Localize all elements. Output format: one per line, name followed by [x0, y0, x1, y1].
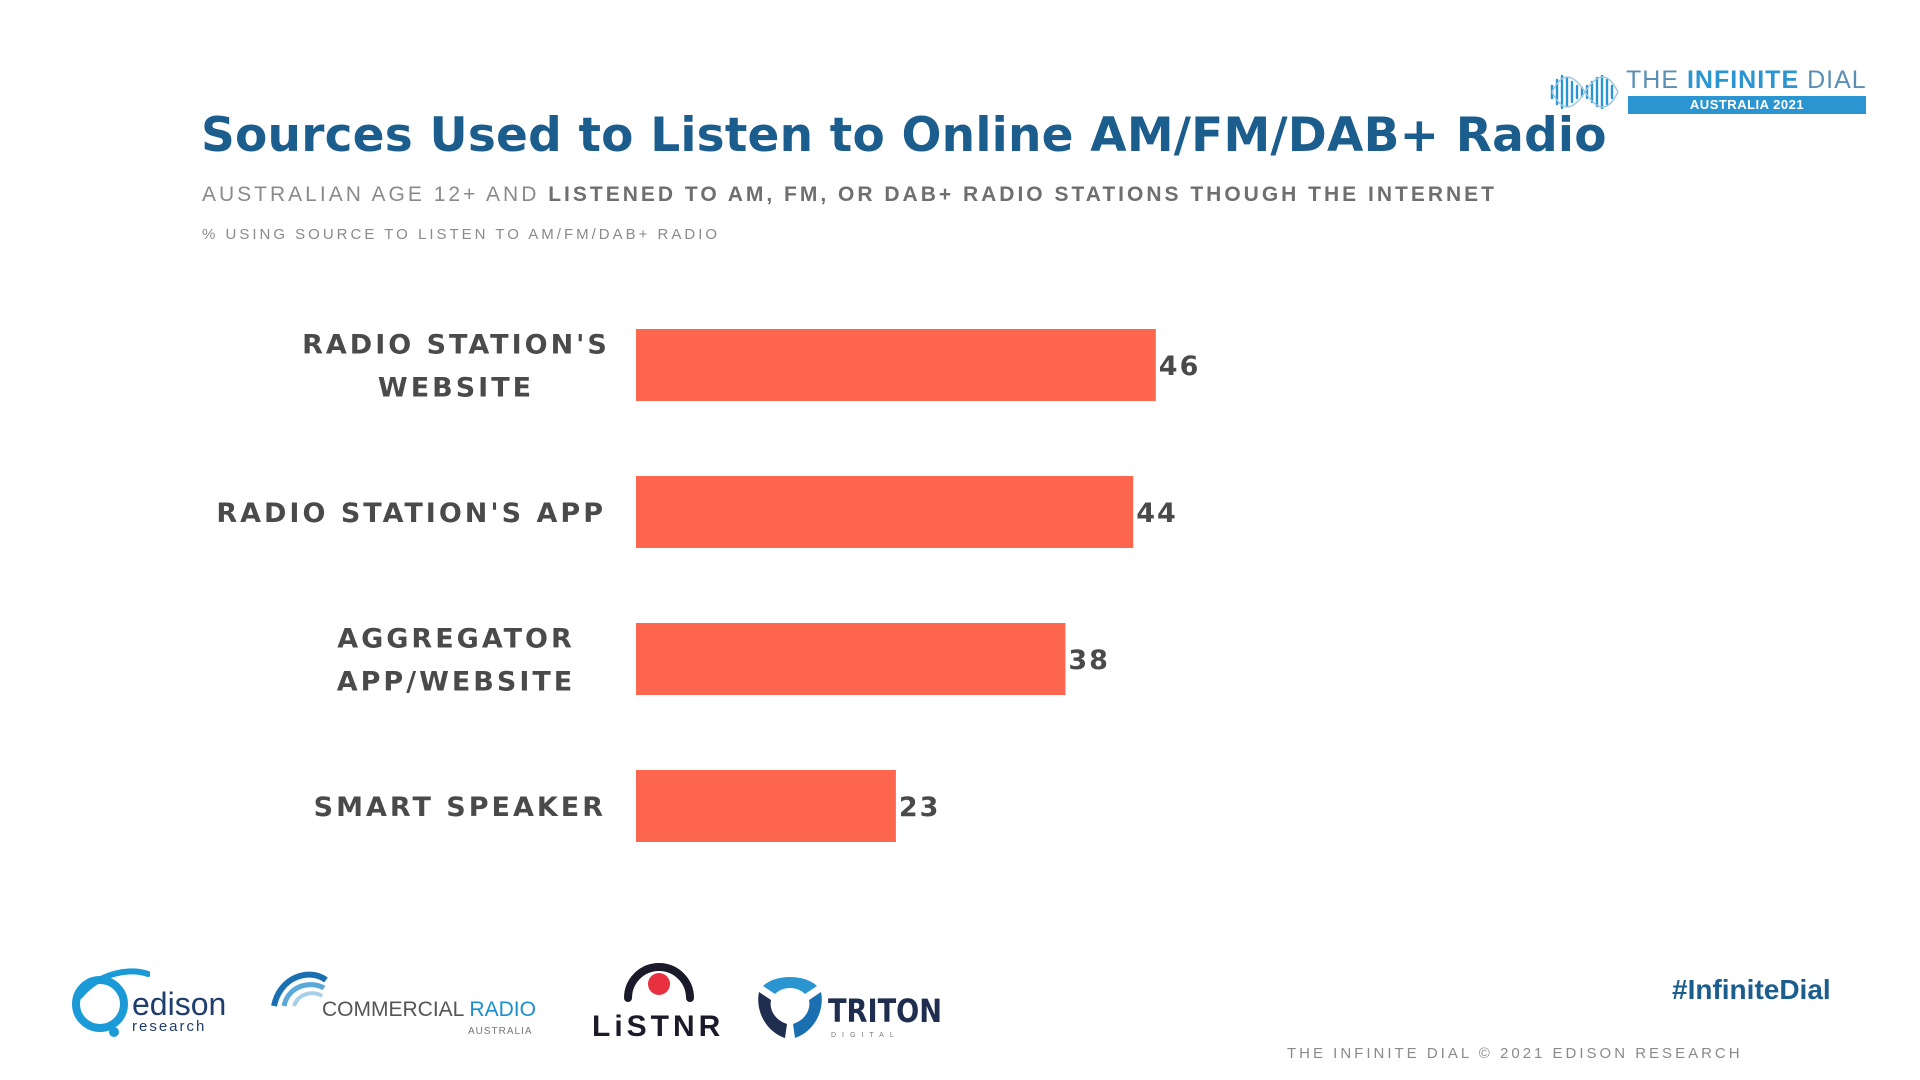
page-title: Sources Used to Listen to Online AM/FM/D… [201, 108, 1607, 163]
edison-swoosh-icon [72, 968, 150, 1037]
infinite-dial-logo: THE INFINITE DIAL AUSTRALIA 2021 [1548, 66, 1878, 118]
brand-infinite: INFINITE [1686, 66, 1800, 94]
commercial-radio-logo: COMMERCIAL RADIO AUSTRALIA [270, 962, 550, 1042]
listnr-wordmark: LiSTNR [592, 1010, 725, 1043]
listnr-logo: LiSTNR [592, 948, 732, 1048]
bar-1 [636, 329, 1156, 401]
category-label-2: RADIO STATION'S APP [216, 498, 606, 529]
brand-dial: DIAL [1799, 66, 1867, 94]
chart-note: % USING SOURCE TO LISTEN TO AM/FM/DAB+ R… [202, 226, 721, 243]
brand-edition: AUSTRALIA 2021 [1628, 96, 1866, 114]
category-label-line: APP/WEBSITE [337, 667, 576, 698]
edison-wordmark: edison [132, 986, 227, 1022]
brand-the: THE [1626, 66, 1687, 94]
bar-series: 46 RADIO STATION'S WEBSITE 44 RADIO STATION'… [216, 329, 1201, 842]
value-label-1: 46 [1159, 351, 1201, 382]
edison-subtext: research [132, 1018, 207, 1035]
edison-research-logo: edison research [70, 962, 240, 1042]
subtitle-prefix: AUSTRALIAN AGE 12+ AND [202, 183, 549, 206]
category-label-4: SMART SPEAKER [314, 792, 606, 823]
category-label-line: AGGREGATOR [337, 624, 575, 655]
commercial-radio-subtext: AUSTRALIA [468, 1026, 533, 1037]
subtitle-bold: LISTENED TO AM, FM, OR DAB+ RADIO STATIO… [548, 183, 1498, 206]
commercial-radio-wave-icon [271, 971, 328, 1007]
infinite-dial-icon [1550, 74, 1619, 110]
cr-radio: RADIO [469, 998, 536, 1021]
category-label-line: RADIO STATION'S [302, 330, 610, 361]
chart-subtitle: AUSTRALIAN AGE 12+ AND LISTENED TO AM, F… [202, 183, 1497, 207]
listnr-headphone-icon [624, 963, 694, 1002]
triton-wordmark: TRITON [828, 992, 943, 1030]
category-label-line: SMART SPEAKER [314, 792, 606, 823]
triton-subtext: DIGITAL [831, 1032, 900, 1039]
value-label-3: 38 [1068, 645, 1110, 676]
triton-logo: TRITON DIGITAL [755, 972, 955, 1042]
commercial-radio-wordmark: COMMERCIAL RADIO [322, 998, 536, 1022]
hashtag[interactable]: #InfiniteDial [1672, 974, 1831, 1005]
bar-2 [636, 476, 1134, 548]
bar-4 [636, 770, 896, 842]
bar-3 [636, 623, 1066, 695]
category-label-3: AGGREGATOR APP/WEBSITE [337, 624, 576, 698]
value-label-4: 23 [899, 792, 941, 823]
category-label-1: RADIO STATION'S WEBSITE [302, 330, 610, 404]
triton-triangle-icon [758, 977, 822, 1038]
cr-commercial: COMMERCIAL [322, 998, 464, 1021]
value-label-2: 44 [1136, 498, 1178, 529]
footer-copyright: THE INFINITE DIAL © 2021 EDISON RESEARCH [1287, 1045, 1743, 1062]
category-label-line: RADIO STATION'S APP [216, 498, 606, 529]
infinite-dial-wordmark: THE INFINITE DIAL [1626, 66, 1867, 95]
category-label-line: WEBSITE [378, 373, 534, 404]
